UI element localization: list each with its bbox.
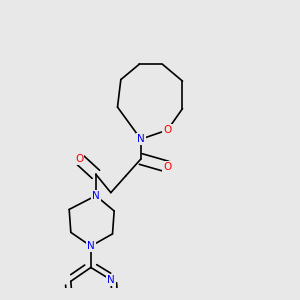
Text: N: N [107, 275, 115, 285]
Text: O: O [164, 162, 172, 172]
Text: N: N [87, 241, 95, 251]
Text: O: O [75, 154, 83, 164]
Text: O: O [164, 125, 172, 135]
Text: N: N [92, 191, 100, 201]
Text: N: N [137, 134, 145, 144]
